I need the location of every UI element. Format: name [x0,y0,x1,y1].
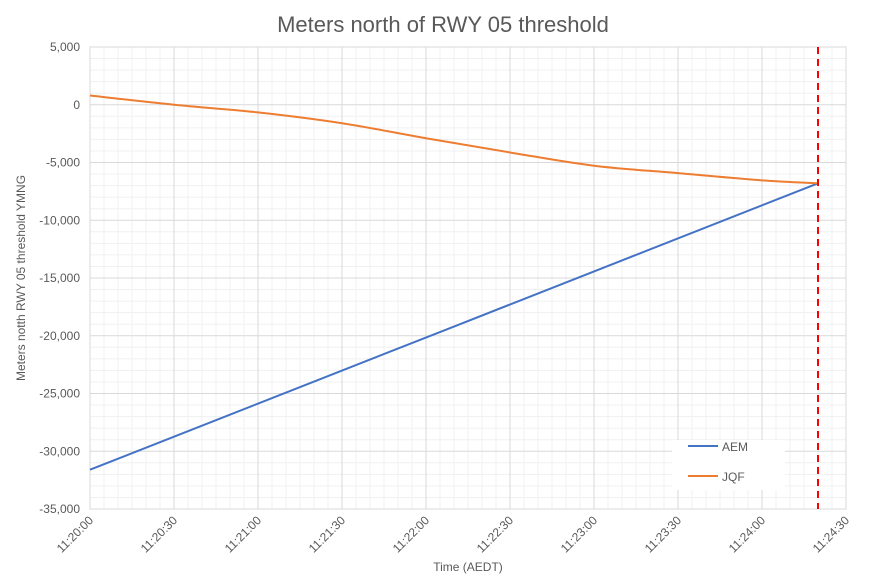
x-tick-label: 11:23:30 [642,513,685,556]
legend-label-jqf: JQF [722,470,745,484]
x-tick-label: 11:20:30 [138,513,181,556]
x-tick-label: 11:21:30 [306,513,349,556]
series-line-jqf [89,94,819,185]
x-tick-label: 11:20:00 [54,513,97,556]
plot-border [89,46,847,510]
x-tick-label: 11:23:00 [558,513,601,556]
y-tick-label: -15,000 [39,271,80,285]
legend-label-aem: AEM [722,440,748,454]
x-tick-label: 11:21:00 [222,513,265,556]
y-tick-label: 5,000 [50,40,80,54]
x-axis-label: Time (AEDT) [433,560,503,574]
x-tick-label: 11:22:30 [474,513,517,556]
y-tick-label: -25,000 [39,387,80,401]
series [89,47,819,509]
grid [89,46,847,510]
y-axis-label: Meters notth RWY 05 threshold YMNG [14,175,28,381]
x-tick-label: 11:24:00 [726,513,769,556]
legend: AEM JQF [672,440,785,490]
y-tick-label: -35,000 [39,502,80,516]
series-line-aem [89,182,819,471]
x-tick-label: 11:24:30 [810,513,853,556]
x-tick-label: 11:22:00 [390,513,433,556]
y-tick-label: -10,000 [39,213,80,227]
y-tick-label: -30,000 [39,444,80,458]
y-tick-label: 0 [73,98,80,112]
y-tick-label: -5,000 [46,156,80,170]
chart-title: Meters north of RWY 05 threshold [277,12,609,37]
y-tick-label: -20,000 [39,329,80,343]
